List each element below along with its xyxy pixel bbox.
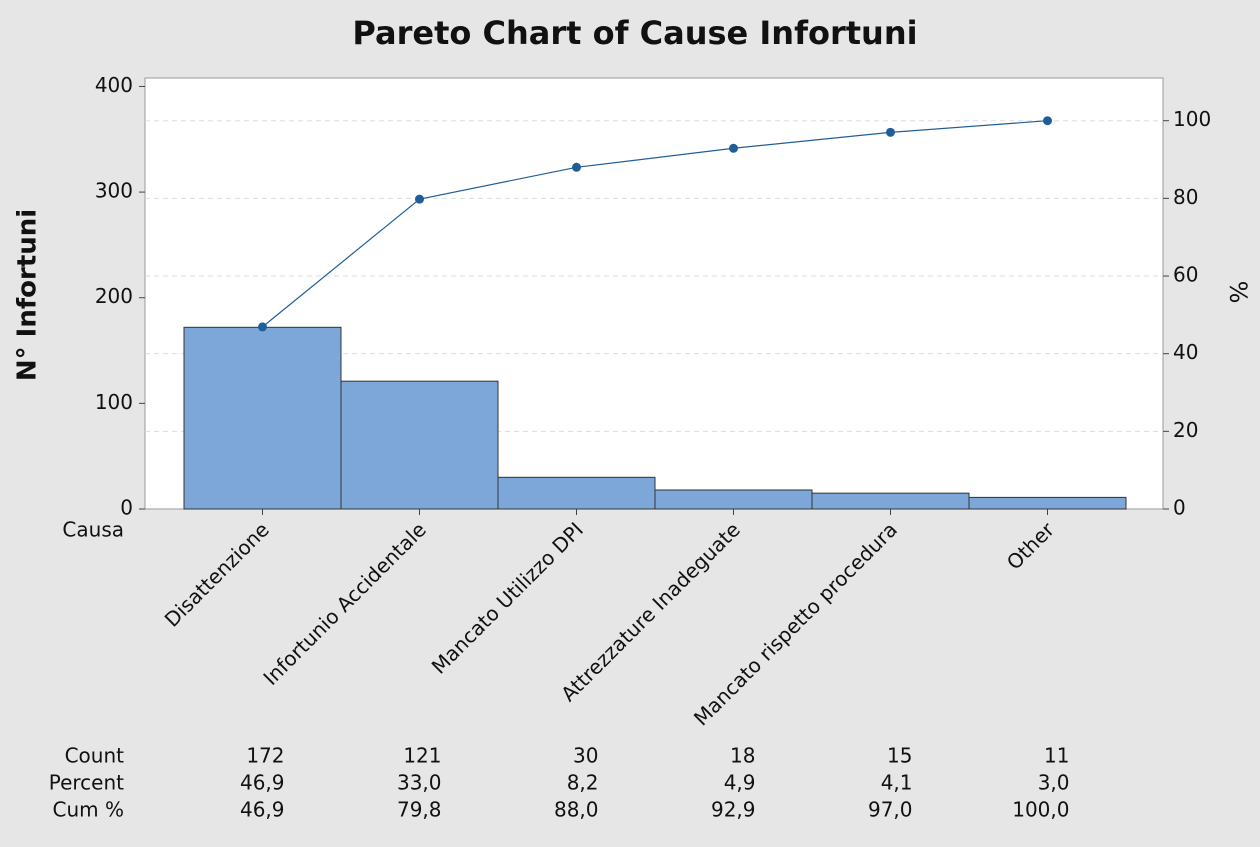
cum-point xyxy=(886,127,895,137)
table-cell: 15 xyxy=(887,744,912,768)
table-cell: 88,0 xyxy=(554,798,599,822)
table-row-label: Count xyxy=(65,744,125,768)
table-row-label: Percent xyxy=(49,771,124,795)
table-cell: 97,0 xyxy=(868,798,913,822)
y2-tick-label: 40 xyxy=(1173,340,1198,364)
table-cell: 172 xyxy=(246,744,284,768)
table-cell: 18 xyxy=(730,744,755,768)
table-cell: 79,8 xyxy=(397,798,442,822)
table-cell: 4,1 xyxy=(881,771,913,795)
table-cell: 8,2 xyxy=(567,771,599,795)
y2-axis-label: % xyxy=(1224,281,1252,304)
cum-point xyxy=(258,322,267,332)
y2-tick-label: 20 xyxy=(1173,418,1198,442)
x-axis-label: Causa xyxy=(62,518,124,542)
table-cell: 11 xyxy=(1044,744,1069,768)
table-cell: 121 xyxy=(403,744,441,768)
y-tick-label: 100 xyxy=(95,390,133,414)
bar xyxy=(654,489,813,510)
cum-point xyxy=(415,194,424,204)
table-cell: 4,9 xyxy=(724,771,756,795)
bar xyxy=(811,492,970,510)
y2-tick-label: 100 xyxy=(1173,107,1211,131)
table-row-label: Cum % xyxy=(53,798,124,822)
y-axis-label: N° Infortuni xyxy=(13,209,43,381)
bar xyxy=(968,496,1127,510)
table-cell: 3,0 xyxy=(1038,771,1070,795)
y2-tick-label: 0 xyxy=(1173,496,1186,520)
table-cell: 92,9 xyxy=(711,798,756,822)
y2-tick-label: 80 xyxy=(1173,185,1198,209)
y-tick-label: 300 xyxy=(95,179,133,203)
bar xyxy=(340,380,499,510)
chart-title: Pareto Chart of Cause Infortuni xyxy=(352,14,917,52)
table-cell: 46,9 xyxy=(240,798,285,822)
cum-point xyxy=(729,143,738,153)
table-cell: 46,9 xyxy=(240,771,285,795)
bar xyxy=(183,326,342,510)
table-cell: 100,0 xyxy=(1012,798,1069,822)
y2-tick-label: 60 xyxy=(1173,263,1198,287)
cum-point xyxy=(572,162,581,172)
bar xyxy=(497,476,656,510)
cum-point xyxy=(1043,116,1052,126)
y-tick-label: 400 xyxy=(95,73,133,97)
table-cell: 30 xyxy=(573,744,598,768)
y-tick-label: 200 xyxy=(95,284,133,308)
cum-line xyxy=(262,120,1048,328)
table-cell: 33,0 xyxy=(397,771,442,795)
y-tick-label: 0 xyxy=(120,496,133,520)
